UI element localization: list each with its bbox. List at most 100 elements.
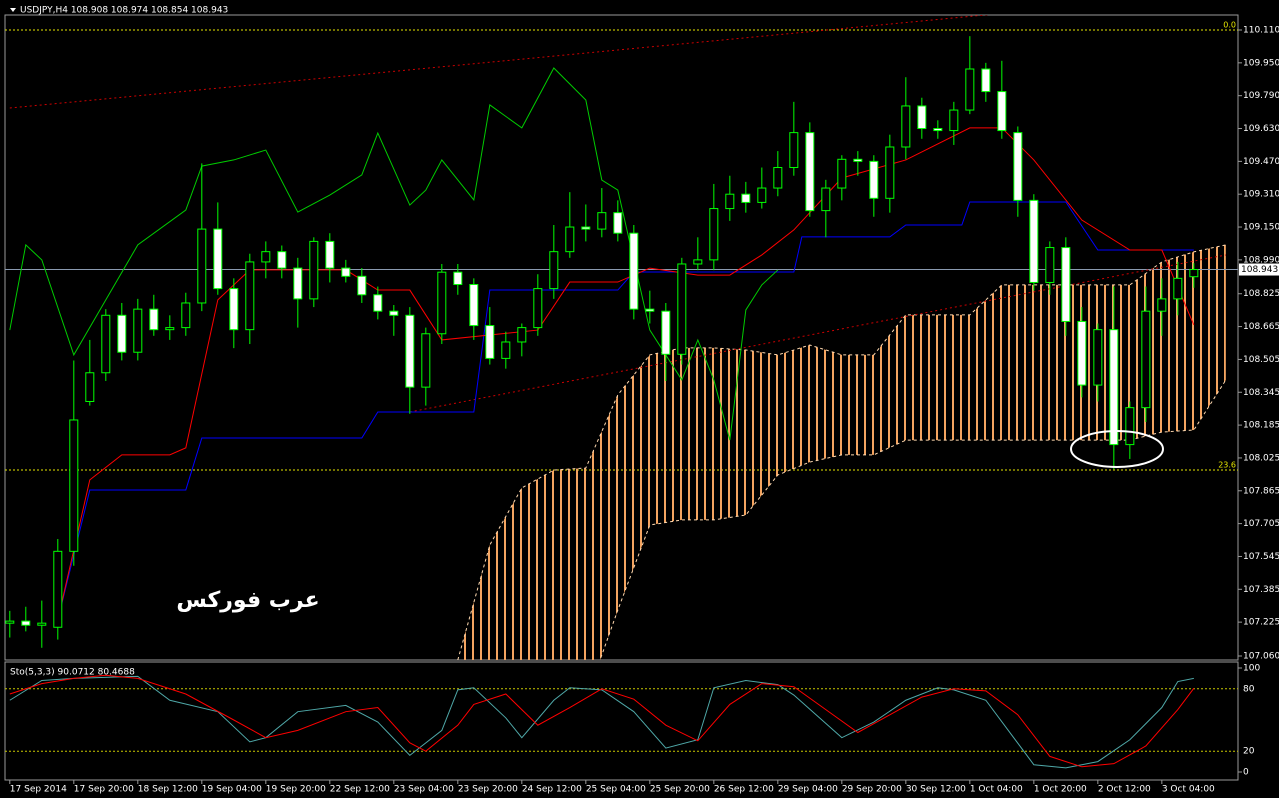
x-tick-label: 23 Sep 20:00 bbox=[458, 785, 518, 795]
x-tick-label: 17 Sep 2014 bbox=[10, 785, 67, 795]
candle-body bbox=[837, 158, 847, 189]
candle-body bbox=[469, 284, 479, 327]
chart-title: USDJPY,H4 108.908 108.974 108.854 108.94… bbox=[20, 6, 228, 16]
x-tick-label: 17 Sep 20:00 bbox=[74, 785, 134, 795]
candle-body bbox=[517, 327, 527, 343]
y-tick-label: 107.225 bbox=[1243, 618, 1279, 628]
y-tick-label: 108.345 bbox=[1243, 388, 1279, 398]
cloud bbox=[457, 244, 1226, 660]
x-tick-label: 1 Oct 04:00 bbox=[970, 785, 1023, 795]
y-tick-label: 108.025 bbox=[1243, 453, 1279, 463]
indicator-line bbox=[9, 15, 990, 109]
candle-body bbox=[965, 68, 975, 111]
candle-body bbox=[885, 146, 895, 199]
y-tick-label: 108.185 bbox=[1243, 421, 1279, 431]
candle-body bbox=[37, 622, 47, 626]
candle-body bbox=[709, 208, 719, 261]
cloud-edge bbox=[457, 379, 1227, 660]
candle-body bbox=[437, 271, 447, 335]
candle-body bbox=[117, 314, 127, 353]
candle-body bbox=[245, 261, 255, 331]
candle-body bbox=[485, 325, 495, 359]
y-tick-label: 108.665 bbox=[1243, 322, 1279, 332]
candle-body bbox=[341, 267, 351, 277]
candle-body bbox=[5, 620, 15, 624]
menu-arrow bbox=[10, 8, 16, 12]
candle-body bbox=[1141, 310, 1151, 409]
candle-body bbox=[1029, 199, 1039, 283]
candle-body bbox=[69, 419, 79, 552]
y-tick-label: 109.790 bbox=[1243, 91, 1279, 101]
candle-body bbox=[133, 308, 143, 353]
candle-body bbox=[101, 314, 111, 374]
cloud-edge bbox=[457, 244, 1226, 660]
x-tick-label: 22 Sep 12:00 bbox=[330, 785, 390, 795]
y-tick-label: 108.990 bbox=[1243, 255, 1279, 265]
sub-frame bbox=[4, 661, 1239, 781]
x-tick-label: 26 Sep 12:00 bbox=[714, 785, 774, 795]
candle-body bbox=[949, 109, 959, 132]
y-tick-label: 108.825 bbox=[1243, 289, 1279, 299]
candle-body bbox=[773, 167, 783, 189]
candle-body bbox=[917, 105, 927, 130]
candle-body bbox=[1013, 132, 1023, 201]
candle-body bbox=[1173, 277, 1183, 300]
candle-body bbox=[325, 240, 335, 269]
x-tick-label: 19 Sep 20:00 bbox=[266, 785, 326, 795]
indicator-line bbox=[409, 254, 1226, 413]
indicator-line bbox=[9, 674, 1195, 768]
candle-body bbox=[821, 187, 831, 212]
x-tick-label: 25 Sep 20:00 bbox=[650, 785, 710, 795]
candle-body bbox=[869, 160, 879, 199]
candle-body bbox=[613, 212, 623, 234]
candle-body bbox=[981, 68, 991, 93]
price-tag-label: 108.943 bbox=[1241, 265, 1278, 275]
indicator-title: Sto(5,3,3) 90.0712 80.4688 bbox=[10, 668, 135, 678]
candle-body bbox=[549, 251, 559, 290]
y-tick-label: 109.150 bbox=[1243, 223, 1279, 233]
sub-tick-label: 80 bbox=[1243, 684, 1255, 694]
x-tick-label: 29 Sep 20:00 bbox=[842, 785, 902, 795]
sub-tick-label: 100 bbox=[1243, 664, 1260, 674]
level-label: 23.6 bbox=[1218, 461, 1236, 470]
candle-body bbox=[277, 251, 287, 269]
candle-body bbox=[181, 302, 191, 329]
candle-body bbox=[501, 341, 511, 359]
candle-body bbox=[149, 308, 159, 331]
candle-body bbox=[645, 308, 655, 312]
y-tick-label: 107.060 bbox=[1243, 652, 1279, 662]
y-tick-label: 109.630 bbox=[1243, 124, 1279, 134]
candle-body bbox=[1077, 320, 1087, 386]
candle-body bbox=[1157, 298, 1167, 312]
x-tick-label: 18 Sep 12:00 bbox=[138, 785, 198, 795]
candle-body bbox=[165, 327, 175, 331]
candle-body bbox=[21, 620, 31, 626]
x-tick-label: 23 Sep 04:00 bbox=[394, 785, 454, 795]
y-tick-label: 107.865 bbox=[1243, 486, 1279, 496]
candle-body bbox=[1189, 269, 1199, 278]
candle-body bbox=[565, 226, 575, 253]
candle-body bbox=[373, 294, 383, 312]
indicator-line bbox=[9, 67, 779, 441]
candle-body bbox=[53, 550, 63, 628]
candle-body bbox=[661, 310, 671, 355]
x-tick-label: 2 Oct 12:00 bbox=[1098, 785, 1151, 795]
y-tick-label: 110.110 bbox=[1243, 26, 1279, 36]
candle-body bbox=[85, 372, 95, 402]
watermark: عرب فوركس bbox=[176, 588, 319, 613]
candle-body bbox=[597, 212, 607, 230]
y-tick-label: 108.505 bbox=[1243, 355, 1279, 365]
candle-body bbox=[261, 251, 271, 263]
x-tick-label: 24 Sep 12:00 bbox=[522, 785, 582, 795]
level-label: 0.0 bbox=[1223, 21, 1236, 30]
candle-body bbox=[853, 158, 863, 162]
sub-tick-label: 20 bbox=[1243, 747, 1255, 757]
candle-body bbox=[309, 240, 319, 300]
x-tick-label: 25 Sep 04:00 bbox=[586, 785, 646, 795]
y-tick-label: 107.705 bbox=[1243, 519, 1279, 529]
candle-body bbox=[693, 259, 703, 265]
sub-tick-label: 0 bbox=[1243, 768, 1249, 778]
y-tick-label: 107.545 bbox=[1243, 552, 1279, 562]
candle-body bbox=[1109, 329, 1119, 446]
candle-body bbox=[293, 267, 303, 300]
